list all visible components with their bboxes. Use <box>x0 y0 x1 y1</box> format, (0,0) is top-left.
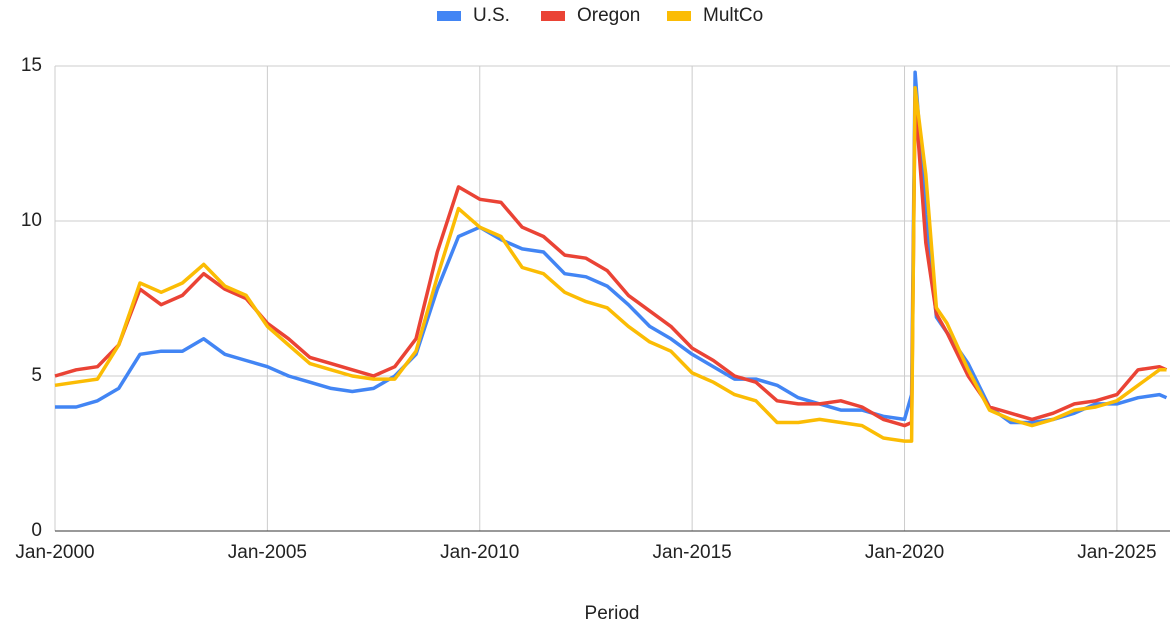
x-tick-label: Jan-2025 <box>1077 542 1156 563</box>
legend-swatch <box>437 11 461 21</box>
x-tick-label: Jan-2000 <box>15 542 94 563</box>
legend-label: U.S. <box>473 5 510 26</box>
y-tick-label: 10 <box>21 210 42 231</box>
x-axis-label: Period <box>585 603 640 624</box>
y-tick-label: 15 <box>21 55 42 76</box>
x-tick-label: Jan-2015 <box>653 542 732 563</box>
legend-swatch <box>541 11 565 21</box>
y-tick-label: 0 <box>31 520 42 541</box>
legend-label: Oregon <box>577 5 640 26</box>
series-line <box>55 70 1168 425</box>
x-tick-label: Jan-2010 <box>440 542 519 563</box>
x-tick-label: Jan-2020 <box>865 542 944 563</box>
legend-swatch <box>667 11 691 21</box>
y-tick-label: 5 <box>31 365 42 386</box>
x-tick-label: Jan-2005 <box>228 542 307 563</box>
legend-label: MultCo <box>703 5 763 26</box>
series-line <box>54 85 1167 443</box>
